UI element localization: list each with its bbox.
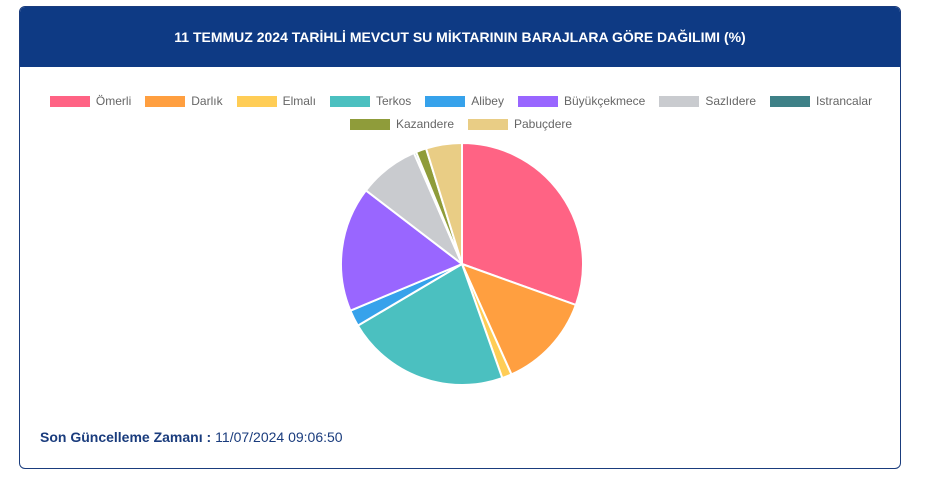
footer: Son Güncelleme Zamanı :11/07/2024 09:06:… [40,429,343,445]
footer-value: 11/07/2024 09:06:50 [215,429,343,445]
chart-title: 11 TEMMUZ 2024 TARİHLİ MEVCUT SU MİKTARI… [20,7,900,67]
pie-slice [340,189,464,312]
legend-label: Pabuçdere [514,117,573,131]
pie-slice [461,141,584,307]
legend-item: Istrancalar [770,94,872,108]
legend-label: Elmalı [282,94,316,108]
pie-slice [460,262,578,376]
legend-label: Kazandere [395,117,454,131]
legend-label: Büyükçekmece [563,94,646,108]
legend-item: Sazlıdere [659,94,756,108]
footer-label: Son Güncelleme Zamanı : [40,429,212,445]
legend-item: Pabuçdere [468,117,572,131]
legend-swatch [517,95,558,107]
legend-label: Alibey [471,94,504,108]
legend-label: Istrancalar [816,94,873,108]
legend-item: Kazandere [349,117,454,131]
legend-item: Alibey [425,94,504,108]
card: 11 TEMMUZ 2024 TARİHLİ MEVCUT SU MİKTARI… [19,6,901,469]
legend-label: Ömerli [95,94,132,108]
legend-swatch [659,95,700,107]
legend-swatch [145,95,186,107]
pie-chart [340,141,584,386]
legend-item: Darlık [145,94,223,108]
legend-label: Sazlıdere [705,94,757,108]
legend-swatch [236,95,277,107]
legend-swatch [349,118,390,130]
legend-item: Ömerli [49,94,132,108]
legend: Ömerli Darlık Elmalı Terkos Alibey Büyükçekme… [40,94,882,131]
legend-item: Büyükçekmece [517,94,646,108]
legend-swatch [329,95,370,107]
legend-swatch [425,95,466,107]
legend-item: Elmalı [236,94,316,108]
pie-slice [356,262,504,386]
legend-swatch [468,118,508,130]
legend-item: Terkos [329,94,412,108]
legend-label: Terkos [375,94,412,108]
legend-swatch [49,95,90,107]
legend-label: Darlık [191,94,223,108]
legend-swatch [770,95,811,107]
pie-slice [424,141,463,265]
